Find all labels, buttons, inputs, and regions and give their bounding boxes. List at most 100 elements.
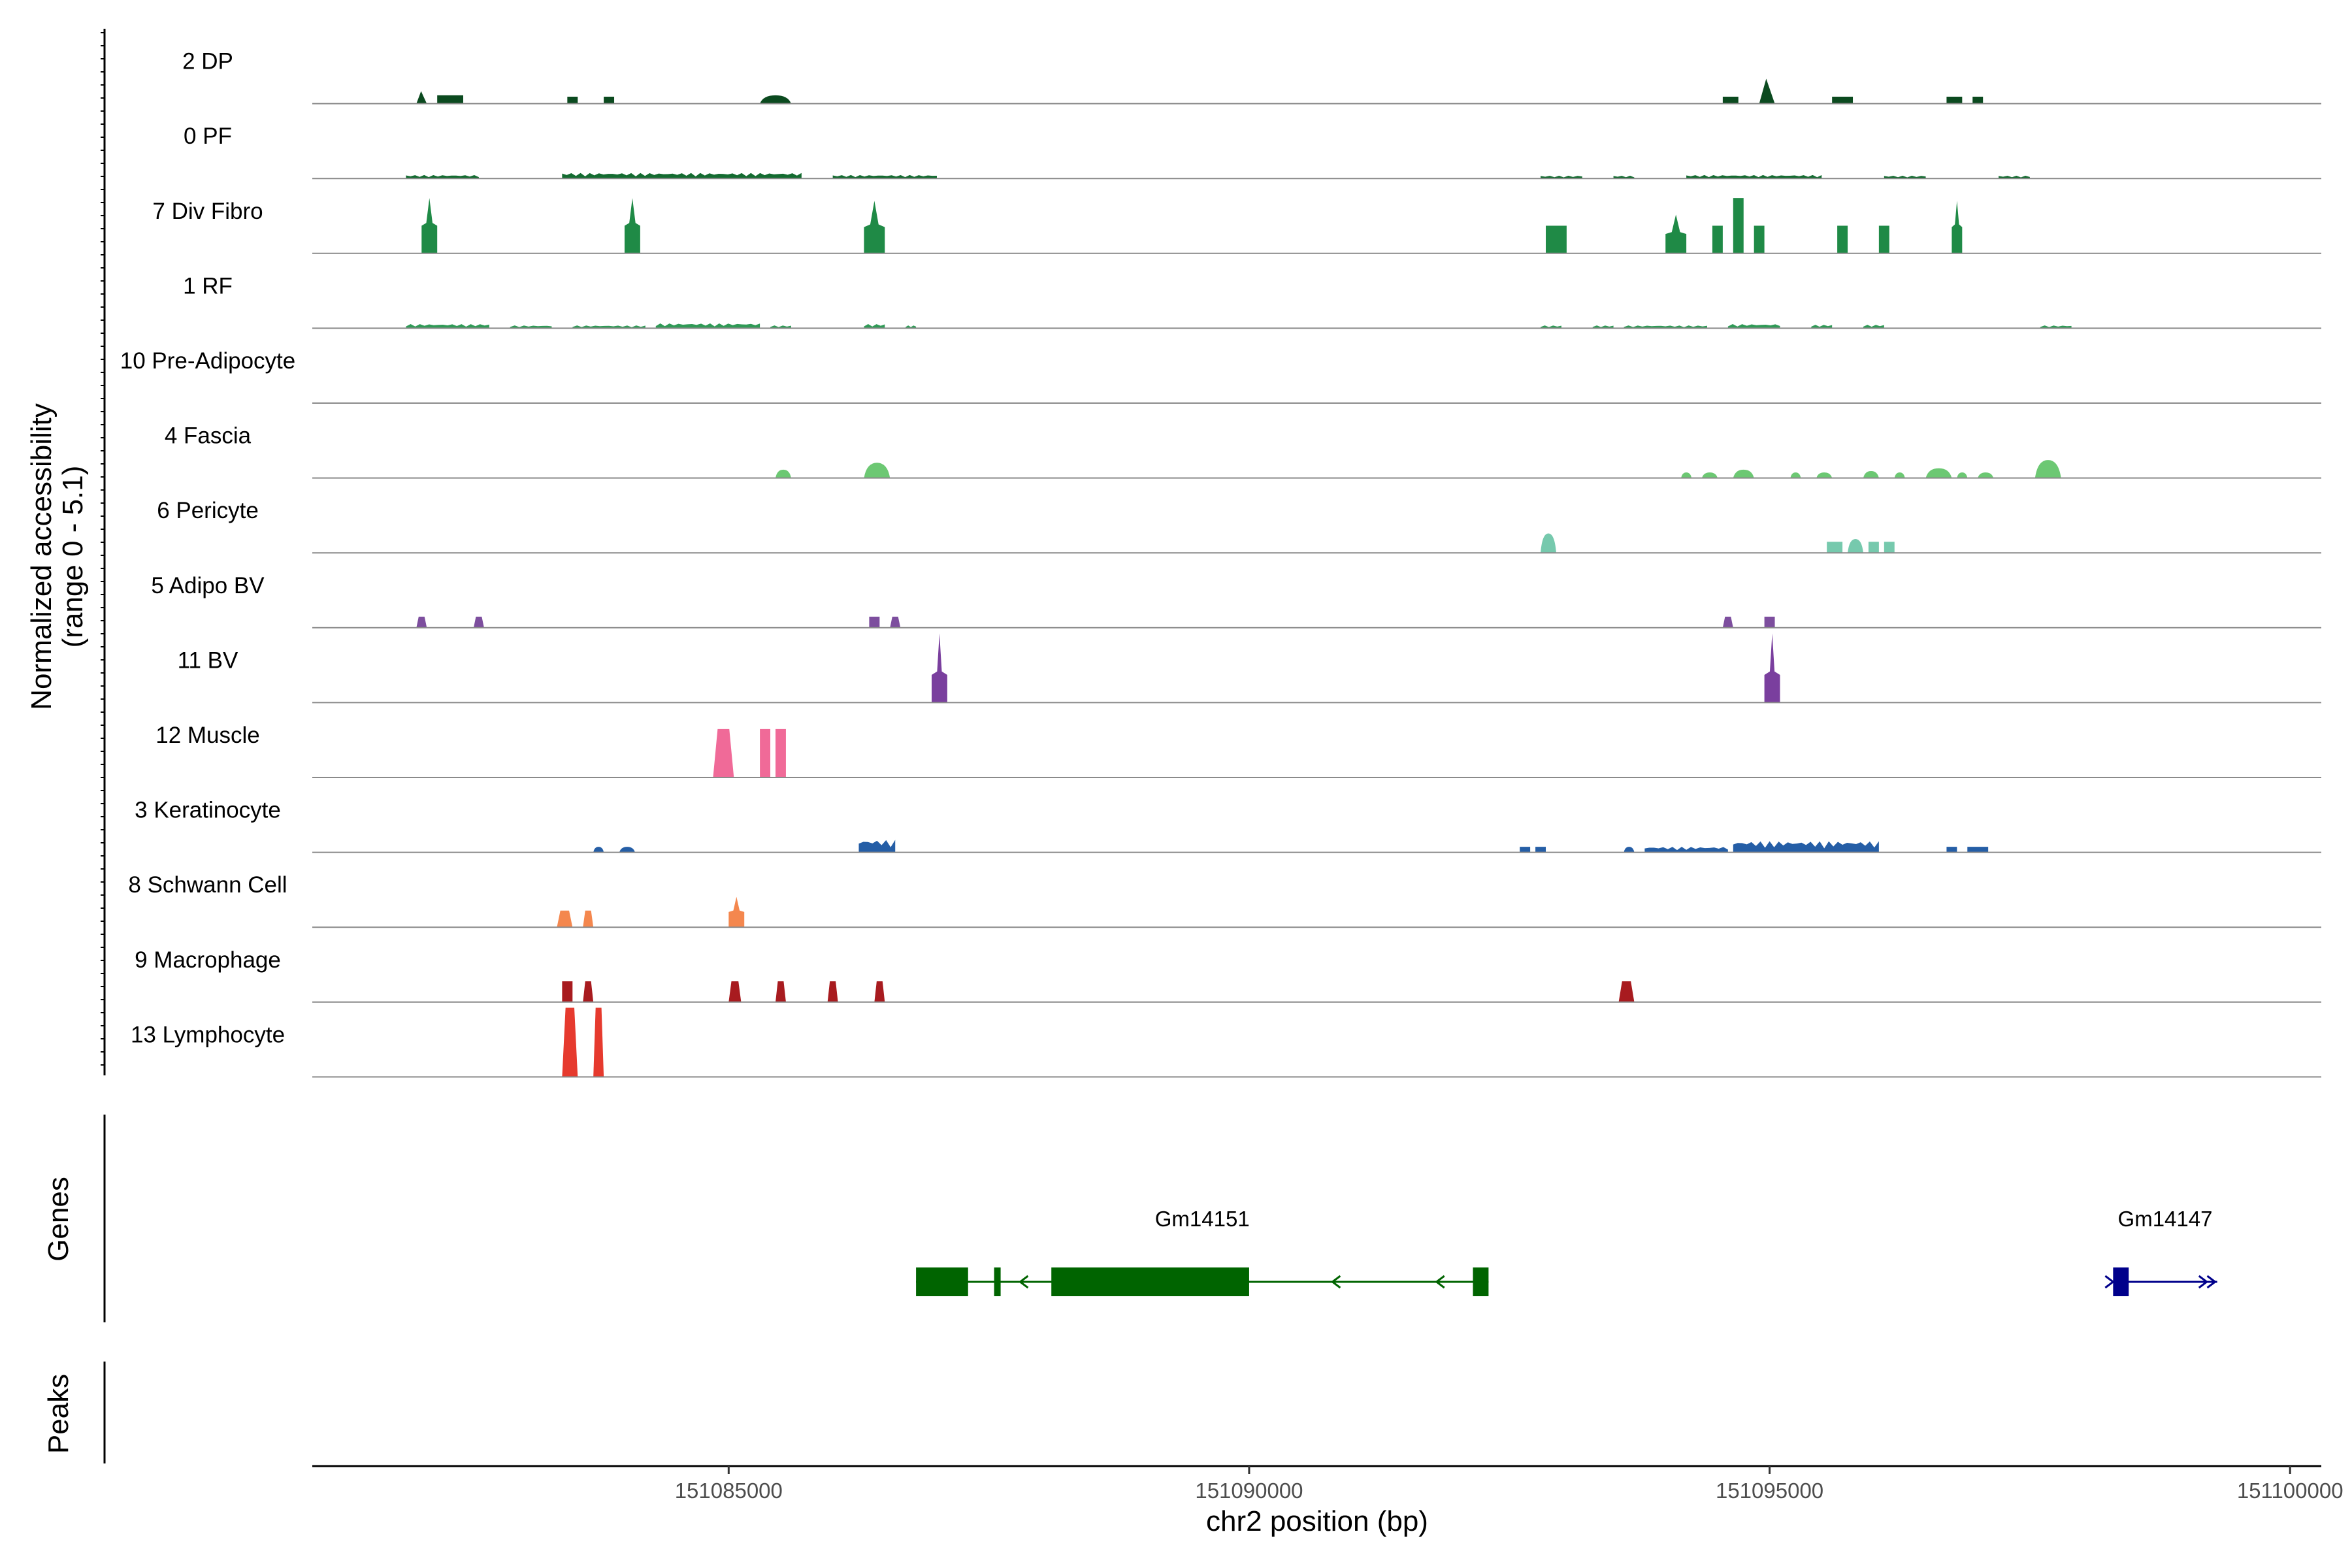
coverage-peak (864, 463, 890, 478)
coverage-peak (583, 981, 594, 1002)
coverage-peak (1764, 633, 1780, 703)
x-tick-label: 151090000 (1195, 1478, 1303, 1503)
coverage-peak (1686, 174, 1822, 179)
coverage-track: 6 Pericyte (157, 498, 2321, 554)
coverage-peak (1618, 981, 1635, 1002)
coverage-peak (1837, 225, 1848, 253)
coverage-peak (1790, 472, 1801, 478)
coverage-peak (1624, 847, 1635, 853)
coverage-peak (557, 910, 573, 928)
gene-exon (916, 1267, 968, 1296)
gene-strand-arrow (2206, 1275, 2217, 1289)
x-tick-label: 151100000 (2237, 1478, 2344, 1503)
coverage-track: 1 RF (183, 273, 2321, 329)
coverage-peak (406, 324, 489, 329)
gene-model: Gm14151 (916, 1207, 1489, 1296)
coverage-y-axis-range: (range 0 - 5.1) (57, 466, 89, 648)
coverage-peak (776, 728, 786, 777)
track-label: 1 RF (183, 273, 233, 299)
gene-strand-arrow (1330, 1275, 1341, 1289)
coverage-peak (931, 633, 947, 703)
coverage-track: 3 Keratinocyte (135, 798, 2321, 853)
coverage-peak (1733, 198, 1744, 253)
gene-exon (994, 1267, 1001, 1296)
coverage-peak (770, 325, 791, 329)
gene-exon (2113, 1267, 2129, 1296)
coverage-peak (604, 97, 615, 104)
coverage-peak (906, 325, 917, 329)
coverage-peak (655, 323, 760, 329)
x-axis-ticks: 151085000 151090000 151095000 151100000 (675, 1466, 2344, 1503)
coverage-peak (776, 469, 791, 478)
coverage-peak (1681, 472, 1692, 478)
gene-strand-arrow (2104, 1275, 2115, 1289)
coverage-track: 12 Muscle (155, 723, 2321, 778)
coverage-track: 13 Lymphocyte (131, 1007, 2321, 1078)
coverage-peak (593, 1007, 604, 1077)
coverage-peak (728, 981, 742, 1002)
x-tick-label: 151095000 (1716, 1478, 1823, 1503)
coverage-peak (583, 910, 594, 928)
coverage-peak (1613, 175, 1635, 179)
coverage-peak (832, 174, 937, 179)
coverage-peak (593, 847, 604, 853)
coverage-peak (864, 324, 885, 329)
track-label: 6 Pericyte (157, 498, 259, 523)
gene-model: Gm14147 (2104, 1207, 2217, 1296)
coverage-tracks: 2 DP 0 PF 7 Div Fibro 1 RF 10 Pre-Adipocyte 4… (120, 49, 2321, 1078)
gene-strand-arrow (1435, 1275, 1445, 1289)
coverage-peak (1978, 472, 1994, 478)
coverage-peak (1952, 201, 1963, 253)
coverage-peak (1925, 468, 1952, 478)
coverage-track: 11 BV (178, 633, 2321, 704)
coverage-peak (776, 981, 786, 1002)
coverage-peak (728, 896, 745, 928)
coverage-peak (1520, 847, 1531, 853)
coverage-peak (1722, 616, 1733, 628)
peaks-label: Peaks (42, 1374, 74, 1454)
coverage-peak (2034, 460, 2061, 478)
coverage-peak (562, 1007, 578, 1077)
coverage-peak (827, 981, 838, 1002)
coverage-peak (890, 616, 901, 628)
track-label: 5 Adipo BV (151, 573, 265, 598)
coverage-peak (567, 97, 578, 104)
coverage-peak (1863, 471, 1879, 478)
x-tick-label: 151085000 (675, 1478, 783, 1503)
coverage-peak (416, 616, 427, 628)
coverage-track: 5 Adipo BV (151, 573, 2321, 629)
track-label: 9 Macrophage (135, 947, 281, 973)
coverage-peak (1811, 325, 1833, 329)
coverage-peak (562, 172, 802, 179)
gene-strand-arrow (1018, 1275, 1029, 1289)
coverage-peak (1624, 325, 1707, 329)
coverage-track: 9 Macrophage (135, 947, 2321, 1003)
coverage-peak (760, 95, 791, 104)
gene-exon (1473, 1267, 1489, 1296)
coverage-peak (1546, 225, 1567, 253)
coverage-peak (1754, 225, 1765, 253)
coverage-peak (473, 616, 484, 628)
coverage-peak (1541, 325, 1561, 329)
coverage-peak (1972, 97, 1984, 104)
x-axis-label: chr2 position (bp) (1206, 1505, 1428, 1537)
coverage-peak (1712, 225, 1723, 253)
coverage-peak (1946, 847, 1957, 853)
coverage-peak (1967, 847, 1989, 853)
coverage-track: 10 Pre-Adipocyte (120, 348, 2321, 404)
coverage-peak (416, 91, 427, 104)
coverage-y-axis-label: Normalized accessibility (25, 403, 57, 710)
coverage-peak (874, 981, 885, 1002)
coverage-track: 0 PF (184, 123, 2321, 180)
coverage-peak (1733, 469, 1754, 478)
track-label: 8 Schwann Cell (128, 872, 287, 898)
coverage-peak (1868, 542, 1879, 553)
track-label: 0 PF (184, 123, 232, 149)
coverage-peak (1957, 472, 1968, 478)
coverage-y-axis-ticks (101, 32, 105, 1066)
coverage-peak (1759, 78, 1775, 104)
gene-strand-arrow (2198, 1275, 2209, 1289)
coverage-peak (1878, 225, 1889, 253)
coverage-peak (1884, 175, 1926, 179)
genes-track: Gm14151 Gm14147 (916, 1207, 2217, 1296)
